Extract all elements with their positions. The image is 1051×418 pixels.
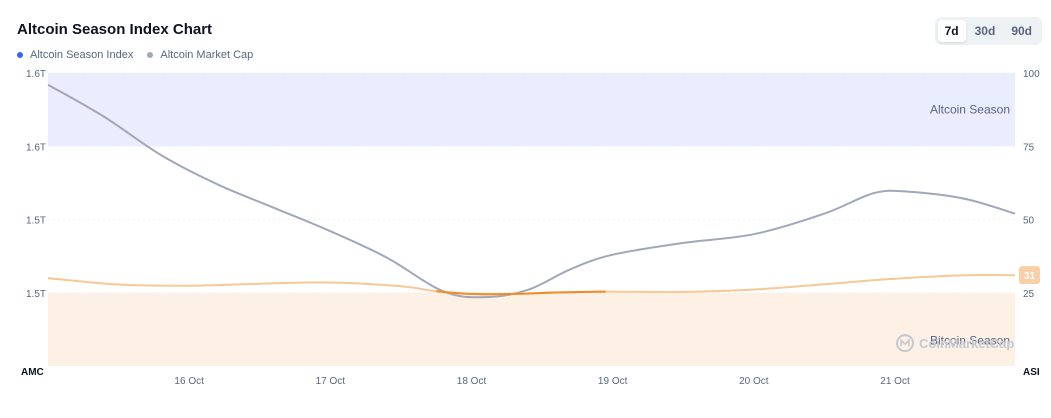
chart-legend: Altcoin Season Index Altcoin Market Cap [17, 49, 253, 61]
range-7d-button[interactable]: 7d [937, 20, 966, 42]
x-tick-label: 21 Oct [880, 376, 910, 387]
y-right-tick-label: 50 [1023, 216, 1035, 227]
y-right-tick-label: 75 [1023, 142, 1035, 153]
y-left-tick-label: 1.5T [26, 216, 46, 227]
legend-dot-icon [147, 52, 154, 58]
range-30d-button[interactable]: 30d [968, 20, 1003, 42]
y-right-tick-label: 100 [1023, 69, 1040, 80]
bitcoin-season-zone [48, 292, 1015, 366]
y-right-tick-label: 25 [1023, 289, 1035, 300]
range-toggle: 7d 30d 90d [934, 17, 1042, 45]
x-tick-label: 19 Oct [598, 376, 628, 387]
legend-label: Altcoin Season Index [30, 49, 134, 61]
zone-label-bitcoin: Bitcoin Season [930, 334, 1010, 348]
x-tick-label: 17 Oct [316, 376, 346, 387]
y-left-axis-title: AMC [21, 367, 44, 378]
watermark: CoinMarketCap [919, 336, 1014, 351]
zone-label-altcoin: Altcoin Season [930, 103, 1010, 117]
y-right-axis-title: ASI [1023, 367, 1040, 378]
range-90d-button[interactable]: 90d [1004, 20, 1039, 42]
altcoin-season-zone [48, 73, 1015, 147]
legend-label: Altcoin Market Cap [160, 49, 254, 61]
season-index-line [47, 273, 1016, 296]
coinmarketcap-logo-icon [896, 334, 914, 353]
x-tick-label: 20 Oct [739, 376, 769, 387]
page-title: Altcoin Season Index Chart [17, 21, 213, 38]
y-left-tick-label: 1.6T [26, 69, 46, 80]
market-cap-line [47, 83, 1016, 299]
y-left-tick-label: 1.6T [26, 142, 46, 153]
current-value-badge [1019, 266, 1040, 285]
y-left-tick-label: 1.5T [26, 289, 46, 300]
legend-item-index[interactable]: Altcoin Season Index [17, 49, 133, 61]
season-index-highlight-line [436, 290, 606, 296]
legend-item-market-cap[interactable]: Altcoin Market Cap [147, 49, 253, 61]
coinmarketcap-logo-mark [900, 338, 910, 347]
x-tick-label: 16 Oct [174, 376, 204, 387]
x-tick-label: 18 Oct [457, 376, 487, 387]
current-value-label: 31 [1024, 271, 1036, 282]
legend-dot-icon [17, 52, 23, 58]
